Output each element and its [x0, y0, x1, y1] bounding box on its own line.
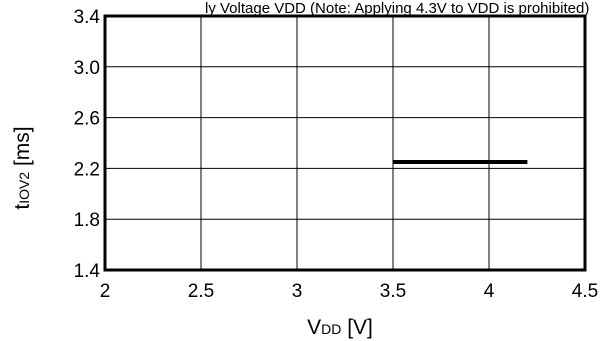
y-axis-label: tIOV2 [ms] — [11, 126, 34, 209]
x-tick-label: 3 — [292, 281, 303, 302]
x-tick-label: 4 — [484, 281, 495, 302]
x-tick-label: 3.5 — [380, 281, 406, 302]
x-axis-label: VDD [V] — [307, 316, 373, 339]
x-tick-label: 4.5 — [572, 281, 598, 302]
x-tick-label: 2.5 — [188, 281, 214, 302]
y-tick-label: 1.8 — [74, 210, 100, 231]
grid — [105, 16, 585, 270]
y-tick-label: 3.4 — [74, 7, 101, 28]
y-tick-label: 2.6 — [74, 109, 100, 130]
y-tick-label: 2.2 — [74, 159, 100, 180]
x-tick-labels: 2 2.5 3 3.5 4 4.5 — [100, 281, 599, 302]
y-tick-label: 3.0 — [74, 58, 100, 79]
x-tick-label: 2 — [100, 281, 111, 302]
y-tick-labels: 1.4 1.8 2.2 2.6 3.0 3.4 — [74, 7, 101, 282]
header-fragment: ly Voltage VDD (Note: Applying 4.3V to V… — [205, 0, 589, 17]
plot-frame — [103, 14, 587, 272]
y-tick-label: 1.4 — [74, 261, 101, 282]
